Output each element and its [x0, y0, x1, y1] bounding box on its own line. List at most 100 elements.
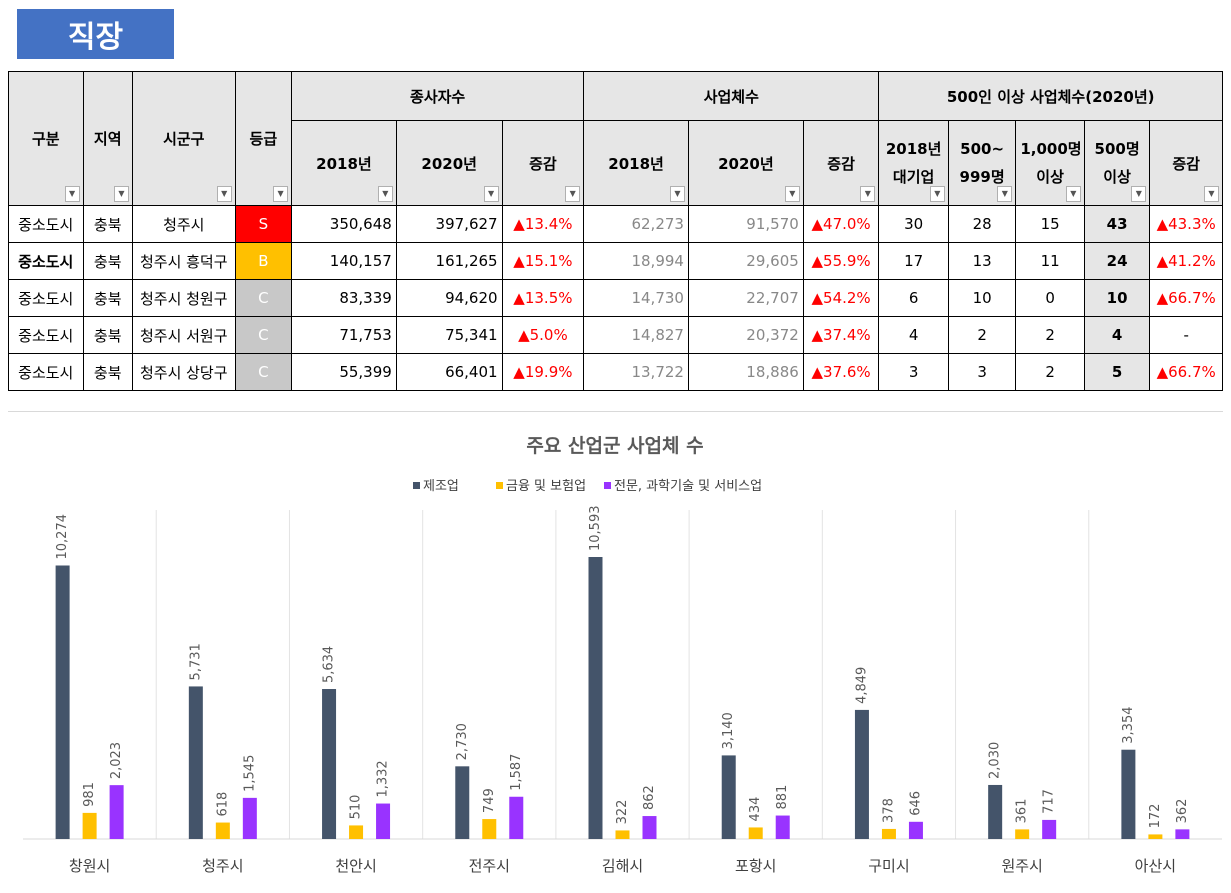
dropdown-arrow-icon[interactable]: ▼	[483, 186, 499, 202]
dropdown-arrow-icon[interactable]: ▼	[997, 186, 1013, 202]
cell-large-change[interactable]: ▲66.7%	[1149, 353, 1223, 391]
cell-city[interactable]: 청주시 흥덕구	[131, 242, 236, 280]
dropdown-arrow-icon[interactable]: ▼	[1131, 186, 1147, 202]
cell-gubun[interactable]: 중소도시	[8, 316, 84, 354]
cell-region[interactable]: 충북	[82, 205, 133, 243]
cell-500-999[interactable]: 10	[947, 279, 1017, 317]
cell-1000-plus[interactable]: 15	[1015, 205, 1085, 243]
cell-workers-2018[interactable]: 83,339	[291, 279, 397, 317]
cell-biz-2018[interactable]: 62,273	[583, 205, 689, 243]
dropdown-arrow-icon[interactable]: ▼	[784, 186, 800, 202]
cell-region[interactable]: 충북	[82, 316, 133, 354]
cell-workers-2020[interactable]: 66,401	[395, 353, 503, 391]
cell-workers-2018[interactable]: 71,753	[291, 316, 397, 354]
dropdown-arrow-icon[interactable]: ▼	[565, 186, 581, 202]
cell-workers-change[interactable]: ▲13.5%	[501, 279, 585, 317]
cell-large-2018[interactable]: 30	[878, 205, 949, 243]
cell-biz-change[interactable]: ▲54.2%	[802, 279, 880, 317]
cell-workers-2020[interactable]: 94,620	[395, 279, 503, 317]
cell-1000-plus[interactable]: 0	[1015, 279, 1085, 317]
cell-grade[interactable]: C	[234, 279, 293, 317]
dropdown-arrow-icon[interactable]: ▼	[113, 186, 129, 202]
cell-500-999[interactable]: 13	[947, 242, 1017, 280]
dropdown-arrow-icon[interactable]: ▼	[64, 186, 80, 202]
cell-biz-2018[interactable]: 18,994	[583, 242, 689, 280]
dropdown-arrow-icon[interactable]: ▼	[273, 186, 289, 202]
cell-workers-change[interactable]: ▲13.4%	[501, 205, 585, 243]
cell-grade[interactable]: S	[234, 205, 293, 243]
cell-500-999[interactable]: 3	[947, 353, 1017, 391]
cell-region[interactable]: 충북	[82, 242, 133, 280]
cell-workers-2018[interactable]: 55,399	[291, 353, 397, 391]
dropdown-arrow-icon[interactable]: ▼	[669, 186, 685, 202]
cell-biz-2020[interactable]: 18,886	[687, 353, 804, 391]
cell-gubun[interactable]: 중소도시	[8, 205, 84, 243]
cell-workers-2020[interactable]: 161,265	[395, 242, 503, 280]
cell-biz-change[interactable]: ▲55.9%	[802, 242, 880, 280]
cell-large-2018[interactable]: 6	[878, 279, 949, 317]
filter-funnel-icon[interactable]: ▼	[216, 186, 232, 202]
cell-workers-2018[interactable]: 140,157	[291, 242, 397, 280]
cell-biz-2020[interactable]: 29,605	[687, 242, 804, 280]
cell-workers-2020[interactable]: 75,341	[395, 316, 503, 354]
cell-biz-change[interactable]: ▲37.4%	[802, 316, 880, 354]
cell-500-999[interactable]: 2	[947, 316, 1017, 354]
bar	[242, 797, 257, 839]
cell-1000-plus[interactable]: 11	[1015, 242, 1085, 280]
cell-500-plus[interactable]: 4	[1083, 316, 1151, 354]
cell-large-2018[interactable]: 3	[878, 353, 949, 391]
bar	[455, 766, 470, 839]
cell-workers-change[interactable]: ▲15.1%	[501, 242, 585, 280]
dropdown-arrow-icon[interactable]: ▼	[377, 186, 393, 202]
cell-500-plus[interactable]: 10	[1083, 279, 1151, 317]
cell-workers-change[interactable]: ▲5.0%	[501, 316, 585, 354]
cell-biz-change[interactable]: ▲47.0%	[802, 205, 880, 243]
cell-500-plus[interactable]: 24	[1083, 242, 1151, 280]
bar	[482, 819, 497, 839]
cell-biz-2020[interactable]: 20,372	[687, 316, 804, 354]
col-header-large-2018: 2018년 대기업 ▼	[878, 120, 949, 206]
cell-biz-2018[interactable]: 14,827	[583, 316, 689, 354]
cell-workers-2020[interactable]: 397,627	[395, 205, 503, 243]
cell-biz-2020[interactable]: 91,570	[687, 205, 804, 243]
cell-region[interactable]: 충북	[82, 279, 133, 317]
cell-biz-change[interactable]: ▲37.6%	[802, 353, 880, 391]
cell-large-change[interactable]: ▲43.3%	[1149, 205, 1223, 243]
cell-1000-plus[interactable]: 2	[1015, 353, 1085, 391]
cell-city[interactable]: 청주시 서원구	[131, 316, 236, 354]
cell-large-change[interactable]: ▲41.2%	[1149, 242, 1223, 280]
cell-city[interactable]: 청주시	[131, 205, 236, 243]
cell-biz-2018[interactable]: 14,730	[583, 279, 689, 317]
cell-large-change[interactable]: ▲66.7%	[1149, 279, 1223, 317]
chart-title: 주요 산업군 사업체 수	[526, 435, 703, 457]
cell-gubun[interactable]: 중소도시	[8, 353, 84, 391]
bar	[908, 821, 923, 839]
cell-large-change[interactable]: -	[1149, 316, 1223, 354]
cell-grade[interactable]: B	[234, 242, 293, 280]
cell-500-plus[interactable]: 43	[1083, 205, 1151, 243]
cell-large-2018[interactable]: 4	[878, 316, 949, 354]
cell-gubun[interactable]: 중소도시	[8, 242, 84, 280]
cell-biz-2020[interactable]: 22,707	[687, 279, 804, 317]
cell-grade[interactable]: C	[234, 353, 293, 391]
dropdown-arrow-icon[interactable]: ▼	[929, 186, 945, 202]
cell-region[interactable]: 충북	[82, 353, 133, 391]
cell-gubun[interactable]: 중소도시	[8, 279, 84, 317]
cell-500-plus[interactable]: 5	[1083, 353, 1151, 391]
cell-city[interactable]: 청주시 상당구	[131, 353, 236, 391]
cell-biz-2018[interactable]: 13,722	[583, 353, 689, 391]
cell-workers-2018[interactable]: 350,648	[291, 205, 397, 243]
section-divider	[8, 411, 1223, 412]
cell-1000-plus[interactable]: 2	[1015, 316, 1085, 354]
dropdown-arrow-icon[interactable]: ▼	[1204, 186, 1219, 202]
cell-large-2018[interactable]: 17	[878, 242, 949, 280]
cell-grade[interactable]: C	[234, 316, 293, 354]
data-label: 981	[82, 782, 97, 807]
dropdown-arrow-icon[interactable]: ▼	[1065, 186, 1081, 202]
bar	[349, 825, 364, 839]
dropdown-arrow-icon[interactable]: ▼	[860, 186, 876, 202]
cell-city[interactable]: 청주시 청원구	[131, 279, 236, 317]
cell-workers-change[interactable]: ▲19.9%	[501, 353, 585, 391]
bar	[881, 828, 896, 839]
cell-500-999[interactable]: 28	[947, 205, 1017, 243]
